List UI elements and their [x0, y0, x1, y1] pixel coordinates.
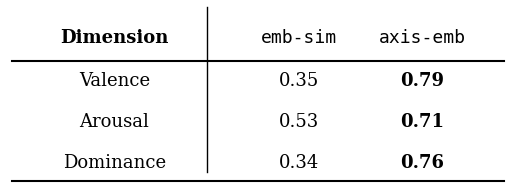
Text: emb-sim: emb-sim — [261, 30, 337, 47]
Text: Valence: Valence — [79, 72, 150, 90]
Text: Dimension: Dimension — [60, 30, 169, 47]
Text: Dominance: Dominance — [63, 154, 166, 171]
Text: 0.71: 0.71 — [400, 113, 444, 131]
Text: 0.35: 0.35 — [279, 72, 319, 90]
Text: 0.79: 0.79 — [400, 72, 444, 90]
Text: 0.76: 0.76 — [400, 154, 444, 171]
Text: axis-emb: axis-emb — [379, 30, 466, 47]
Text: 0.34: 0.34 — [279, 154, 319, 171]
Text: 0.53: 0.53 — [279, 113, 319, 131]
Text: Arousal: Arousal — [79, 113, 149, 131]
